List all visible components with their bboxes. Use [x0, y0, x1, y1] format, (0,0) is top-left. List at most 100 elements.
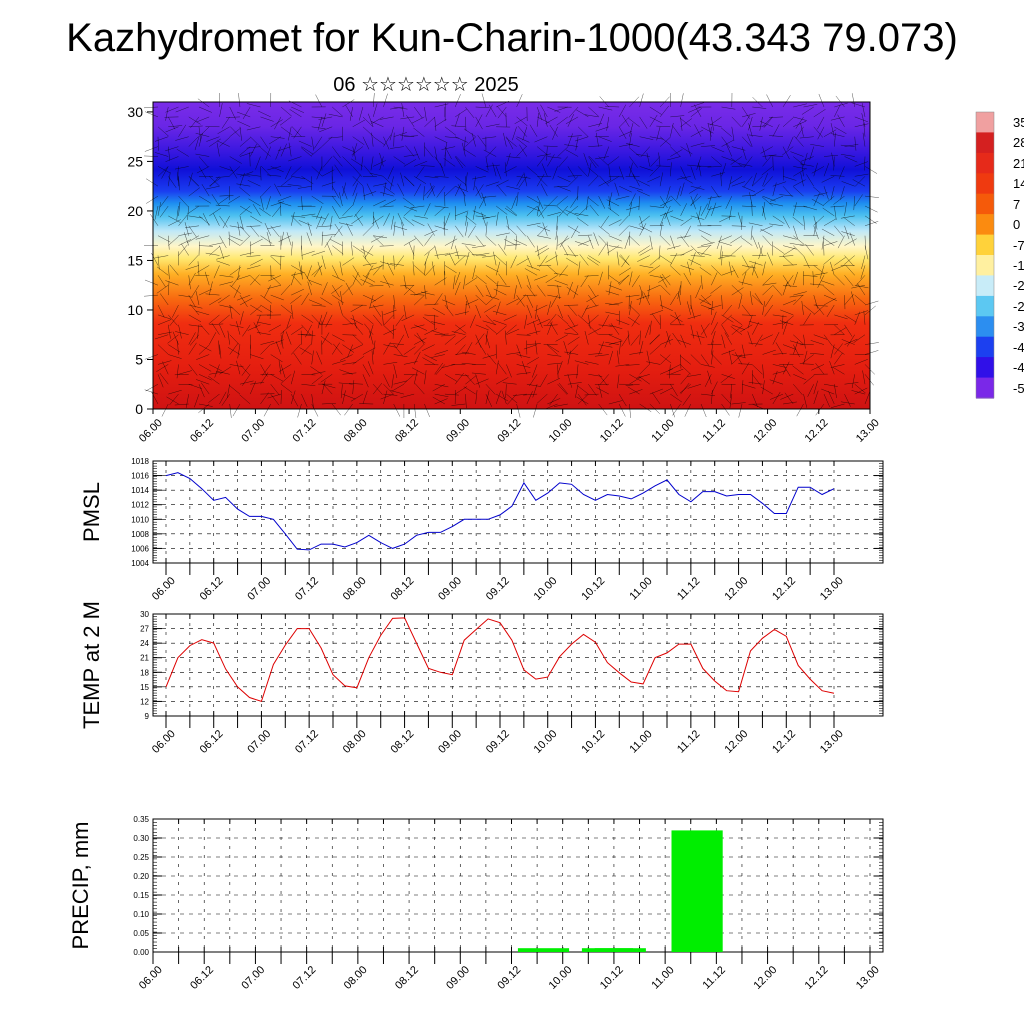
wind-barb: [329, 215, 333, 230]
wind-barb: [782, 315, 794, 325]
wind-barb: [821, 228, 835, 236]
wind-barb: [434, 176, 449, 178]
wind-barb: [219, 103, 223, 117]
wind-barb: [577, 314, 589, 325]
wind-barb: [485, 324, 497, 334]
wind-barb: [432, 384, 446, 392]
wind-barb: [608, 324, 623, 329]
wind-barb: [789, 242, 804, 246]
wind-barb: [157, 344, 169, 355]
wind-barb: [785, 275, 794, 287]
wind-barb: [328, 113, 343, 118]
wind-barb: [280, 334, 284, 349]
wind-barb: [157, 275, 166, 288]
wind-barb: [772, 364, 787, 368]
wind-barb: [649, 256, 661, 266]
wind-barb: [526, 383, 541, 387]
wind-barb: [793, 271, 798, 286]
wind-barb: [863, 122, 866, 137]
wind-barb: [277, 146, 292, 152]
wind-barb: [532, 364, 538, 378]
wind-barb: [453, 324, 466, 333]
wind-barb: [413, 351, 421, 365]
wind-barb: [176, 205, 179, 220]
wind-barb: [607, 156, 620, 166]
wind-barb: [818, 93, 825, 108]
wind-barb: [769, 116, 784, 118]
wind-barb: [614, 182, 620, 197]
wind-barb: [301, 293, 310, 306]
colorbar-frame: [975, 111, 995, 399]
wind-barb: [813, 215, 825, 226]
wind-barb: [536, 155, 546, 167]
wind-barb: [616, 350, 620, 365]
wind-barb: [823, 195, 835, 206]
x-tick-label: 11.12: [675, 575, 702, 602]
wind-barb: [672, 403, 681, 416]
wind-barb: [799, 136, 814, 139]
wind-barb: [831, 265, 845, 271]
wind-barb: [188, 294, 196, 308]
wind-barb: [800, 156, 814, 162]
wind-barb: [803, 255, 810, 269]
wind-barb: [393, 403, 401, 417]
wind-barb: [334, 223, 343, 236]
wind-barb: [536, 202, 540, 216]
wind-barb: [555, 334, 568, 342]
wind-barb: [741, 383, 756, 389]
wind-barb: [741, 146, 747, 160]
wind-barb: [762, 146, 767, 161]
wind-barb: [782, 321, 788, 335]
wind-barb: [347, 344, 353, 358]
wind-barb: [690, 215, 705, 220]
wind-barb: [772, 321, 787, 326]
wind-barb: [159, 372, 169, 385]
wind-barb: [752, 265, 759, 279]
wind-barb: [168, 314, 178, 326]
wind-barb: [624, 235, 630, 250]
wind-barb: [264, 222, 271, 236]
wind-barb: [321, 332, 330, 345]
wind-barb: [526, 166, 538, 176]
wind-barb: [626, 205, 640, 211]
wind-barb: [342, 146, 356, 153]
wind-barb: [741, 136, 752, 148]
wind-barb: [539, 255, 548, 268]
wind-barb: [748, 222, 763, 227]
wind-barb: [219, 235, 227, 249]
wind-barb: [316, 215, 323, 229]
wind-barb: [331, 265, 339, 279]
wind-barb: [403, 206, 415, 217]
wind-barb: [636, 374, 650, 379]
wind-barb: [188, 136, 199, 147]
wind-barb: [191, 285, 200, 298]
wind-barb: [184, 222, 189, 236]
wind-barb: [229, 225, 244, 229]
wind-barb: [362, 314, 374, 325]
wind-barb: [711, 354, 722, 365]
wind-barb: [588, 324, 599, 335]
chart-title: Kazhydromet for Kun-Charin-1000(43.343 7…: [66, 16, 958, 60]
wind-barb: [481, 93, 487, 108]
wind-barb: [250, 215, 263, 224]
wind-barb: [250, 354, 264, 360]
wind-barb: [766, 252, 773, 266]
wind-barb: [731, 287, 744, 296]
wind-barb: [370, 120, 384, 128]
wind-barb: [680, 93, 684, 108]
wind-barb: [424, 246, 436, 256]
wind-barb: [697, 205, 702, 220]
wind-barb: [436, 186, 446, 198]
wind-barb: [260, 340, 275, 345]
wind-barb: [854, 161, 868, 167]
wind-barb: [659, 210, 674, 217]
wind-barb: [144, 146, 159, 152]
wind-barb: [434, 398, 448, 405]
wind-barb: [793, 120, 807, 128]
wind-barb: [514, 116, 527, 124]
wind-barb: [184, 232, 189, 246]
wind-barb: [820, 280, 835, 286]
x-tick-label: 10.12: [598, 964, 626, 992]
wind-barb: [455, 210, 469, 217]
wind-barb: [690, 255, 705, 257]
